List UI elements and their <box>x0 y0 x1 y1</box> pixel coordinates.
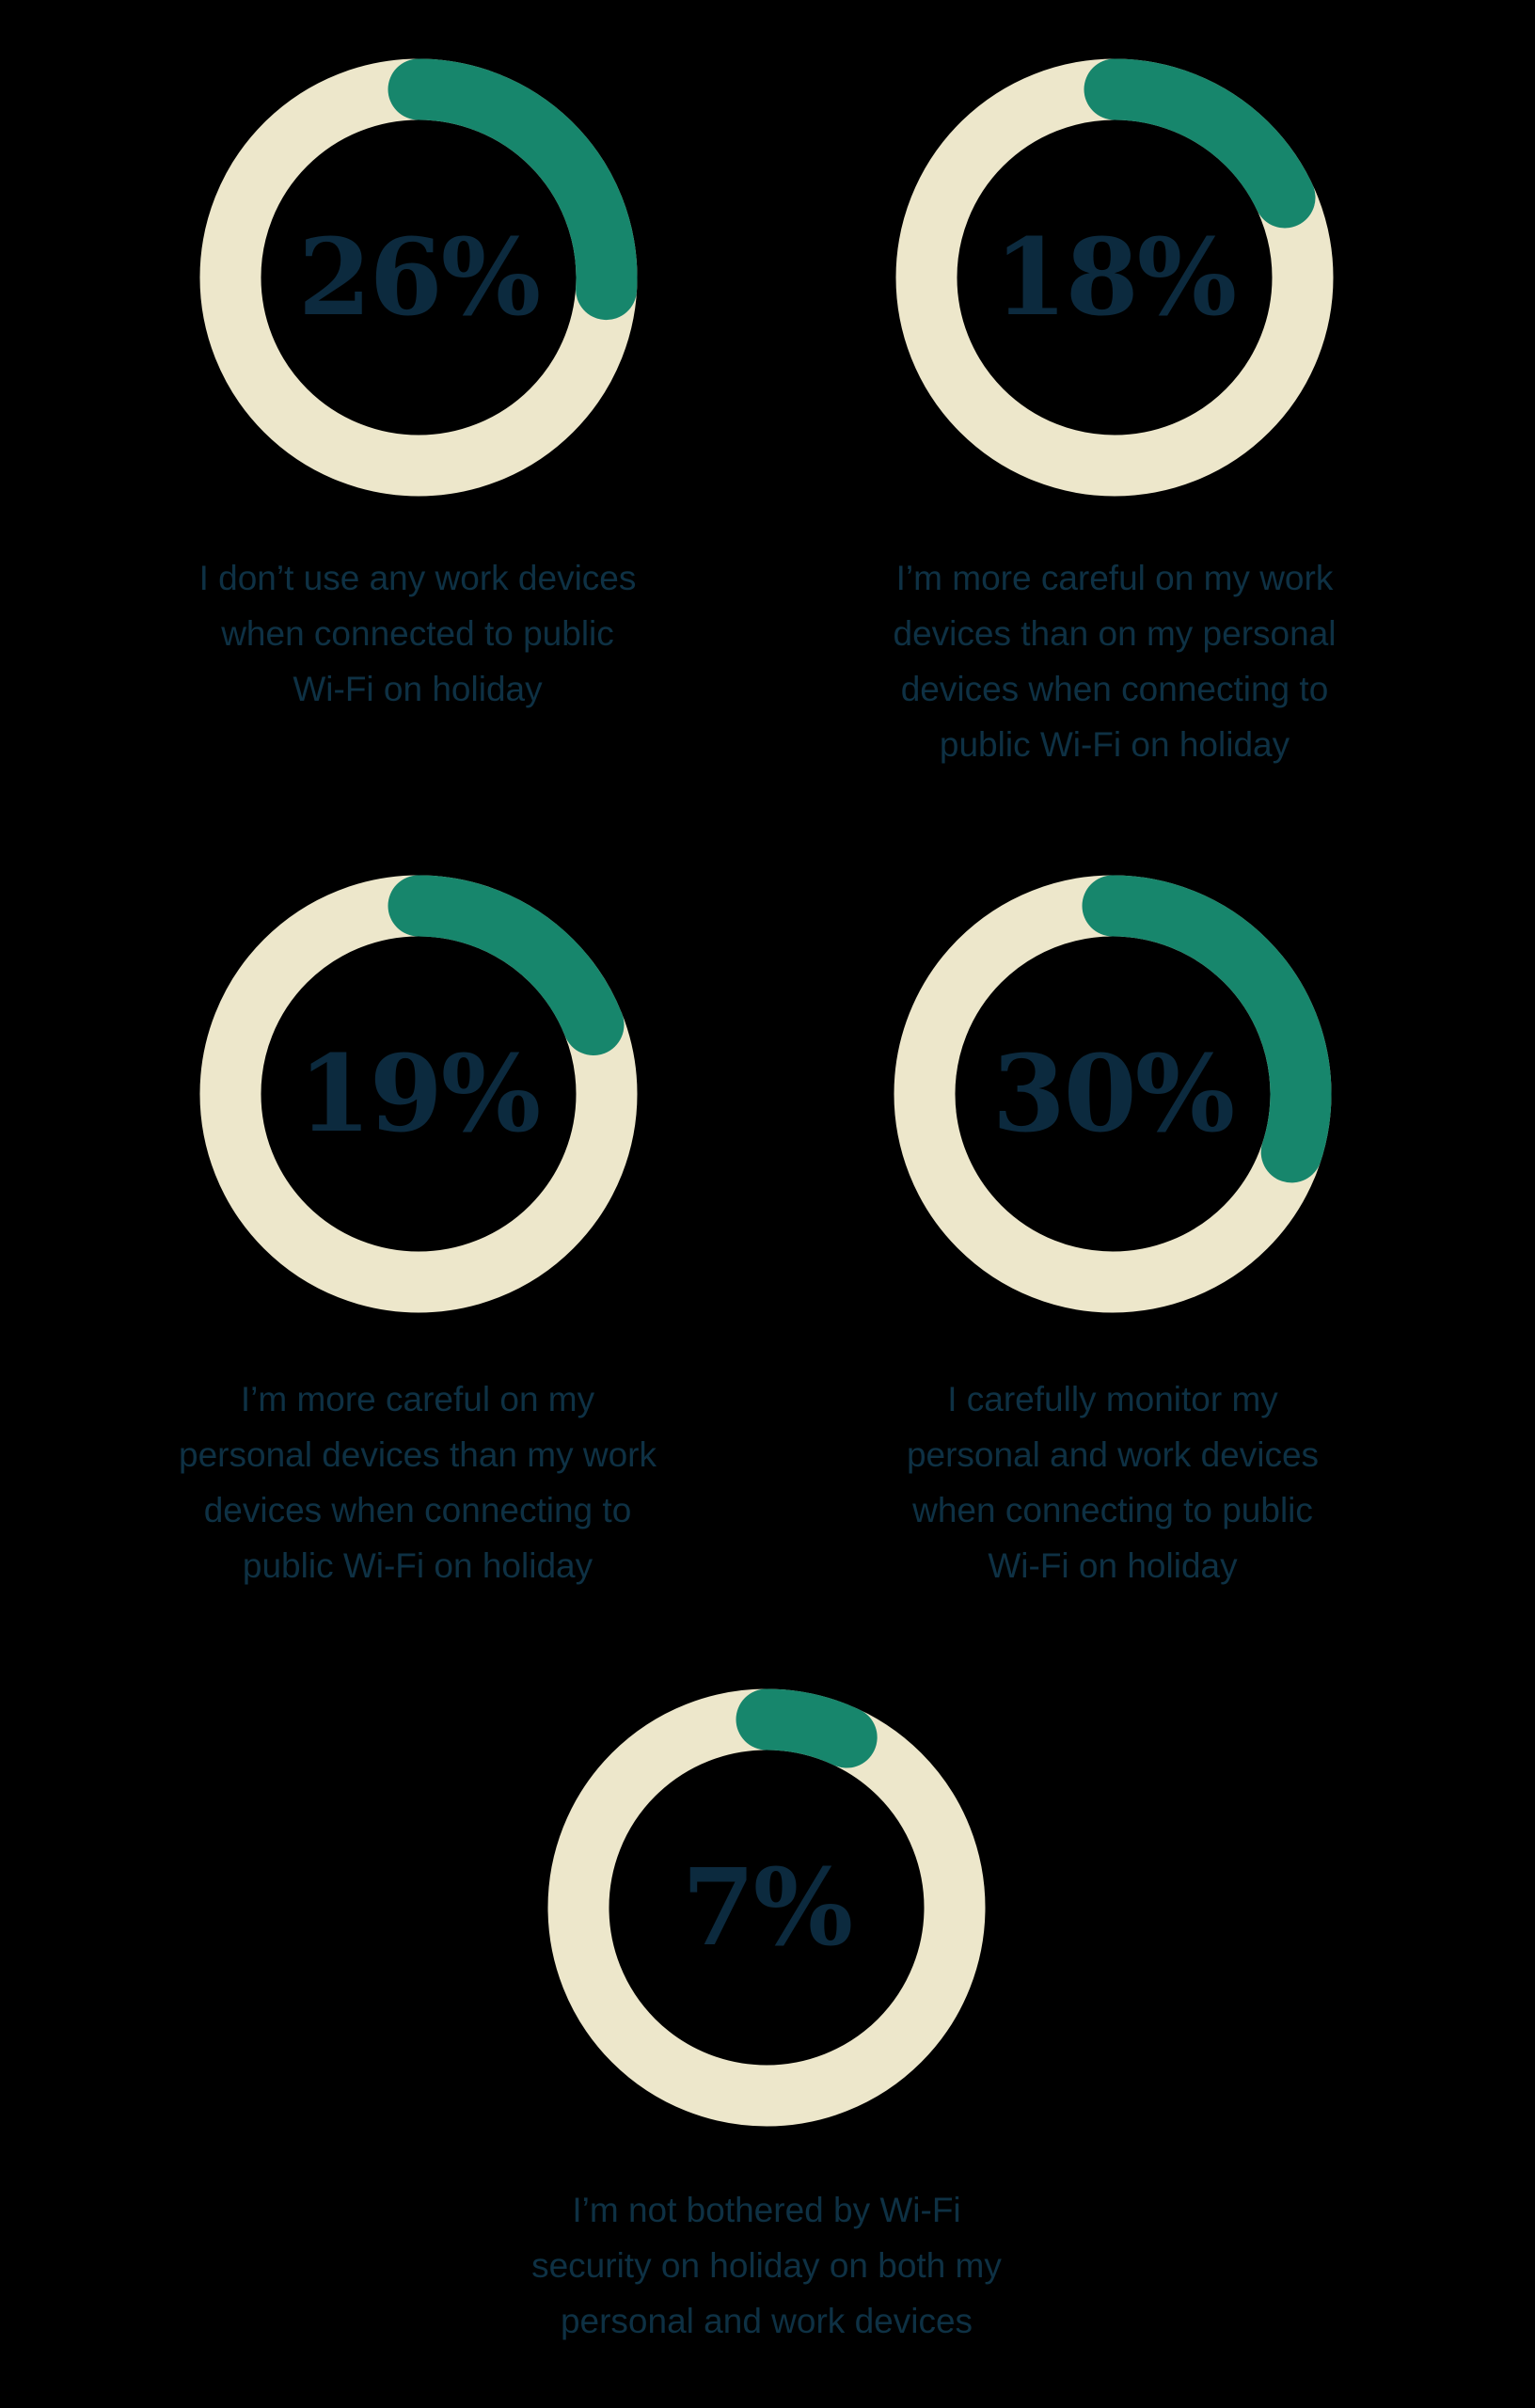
ring-value-arc <box>894 875 1332 1313</box>
donut-chart-careful-work: 18% <box>895 58 1334 497</box>
percentage-label: 19% <box>297 1032 541 1156</box>
donut-ring-svg <box>894 875 1332 1313</box>
donut-caption: I’m not bothered by Wi-Fi security on ho… <box>531 2191 1002 2340</box>
percentage-label: 30% <box>991 1032 1235 1156</box>
donut-chart-not-bothered: 7% <box>547 1688 986 2127</box>
donut-chart-work-devices: 26% <box>199 58 638 497</box>
donut-caption: I’m more careful on my personal devices … <box>179 1380 657 1585</box>
donut-ring-svg <box>895 58 1334 497</box>
donut-caption: I carefully monitor my personal and work… <box>906 1380 1320 1585</box>
ring-value-arc <box>199 875 638 1313</box>
donut-ring-svg <box>199 875 638 1313</box>
percentage-label: 18% <box>993 215 1237 340</box>
ring-value-arc <box>547 1688 986 2127</box>
donut-ring-svg <box>199 58 638 497</box>
donut-caption: I’m more careful on my work devices than… <box>893 559 1337 764</box>
ring-value-arc <box>199 58 638 497</box>
donut-chart-careful-personal: 19% <box>199 875 638 1313</box>
ring-value-arc <box>895 58 1334 497</box>
donut-ring-svg <box>547 1688 986 2127</box>
percentage-label: 7% <box>681 1846 853 1970</box>
percentage-label: 26% <box>297 215 541 340</box>
donut-caption: I don’t use any work devices when connec… <box>198 559 637 708</box>
donut-chart-monitor-both: 30% <box>894 875 1332 1313</box>
